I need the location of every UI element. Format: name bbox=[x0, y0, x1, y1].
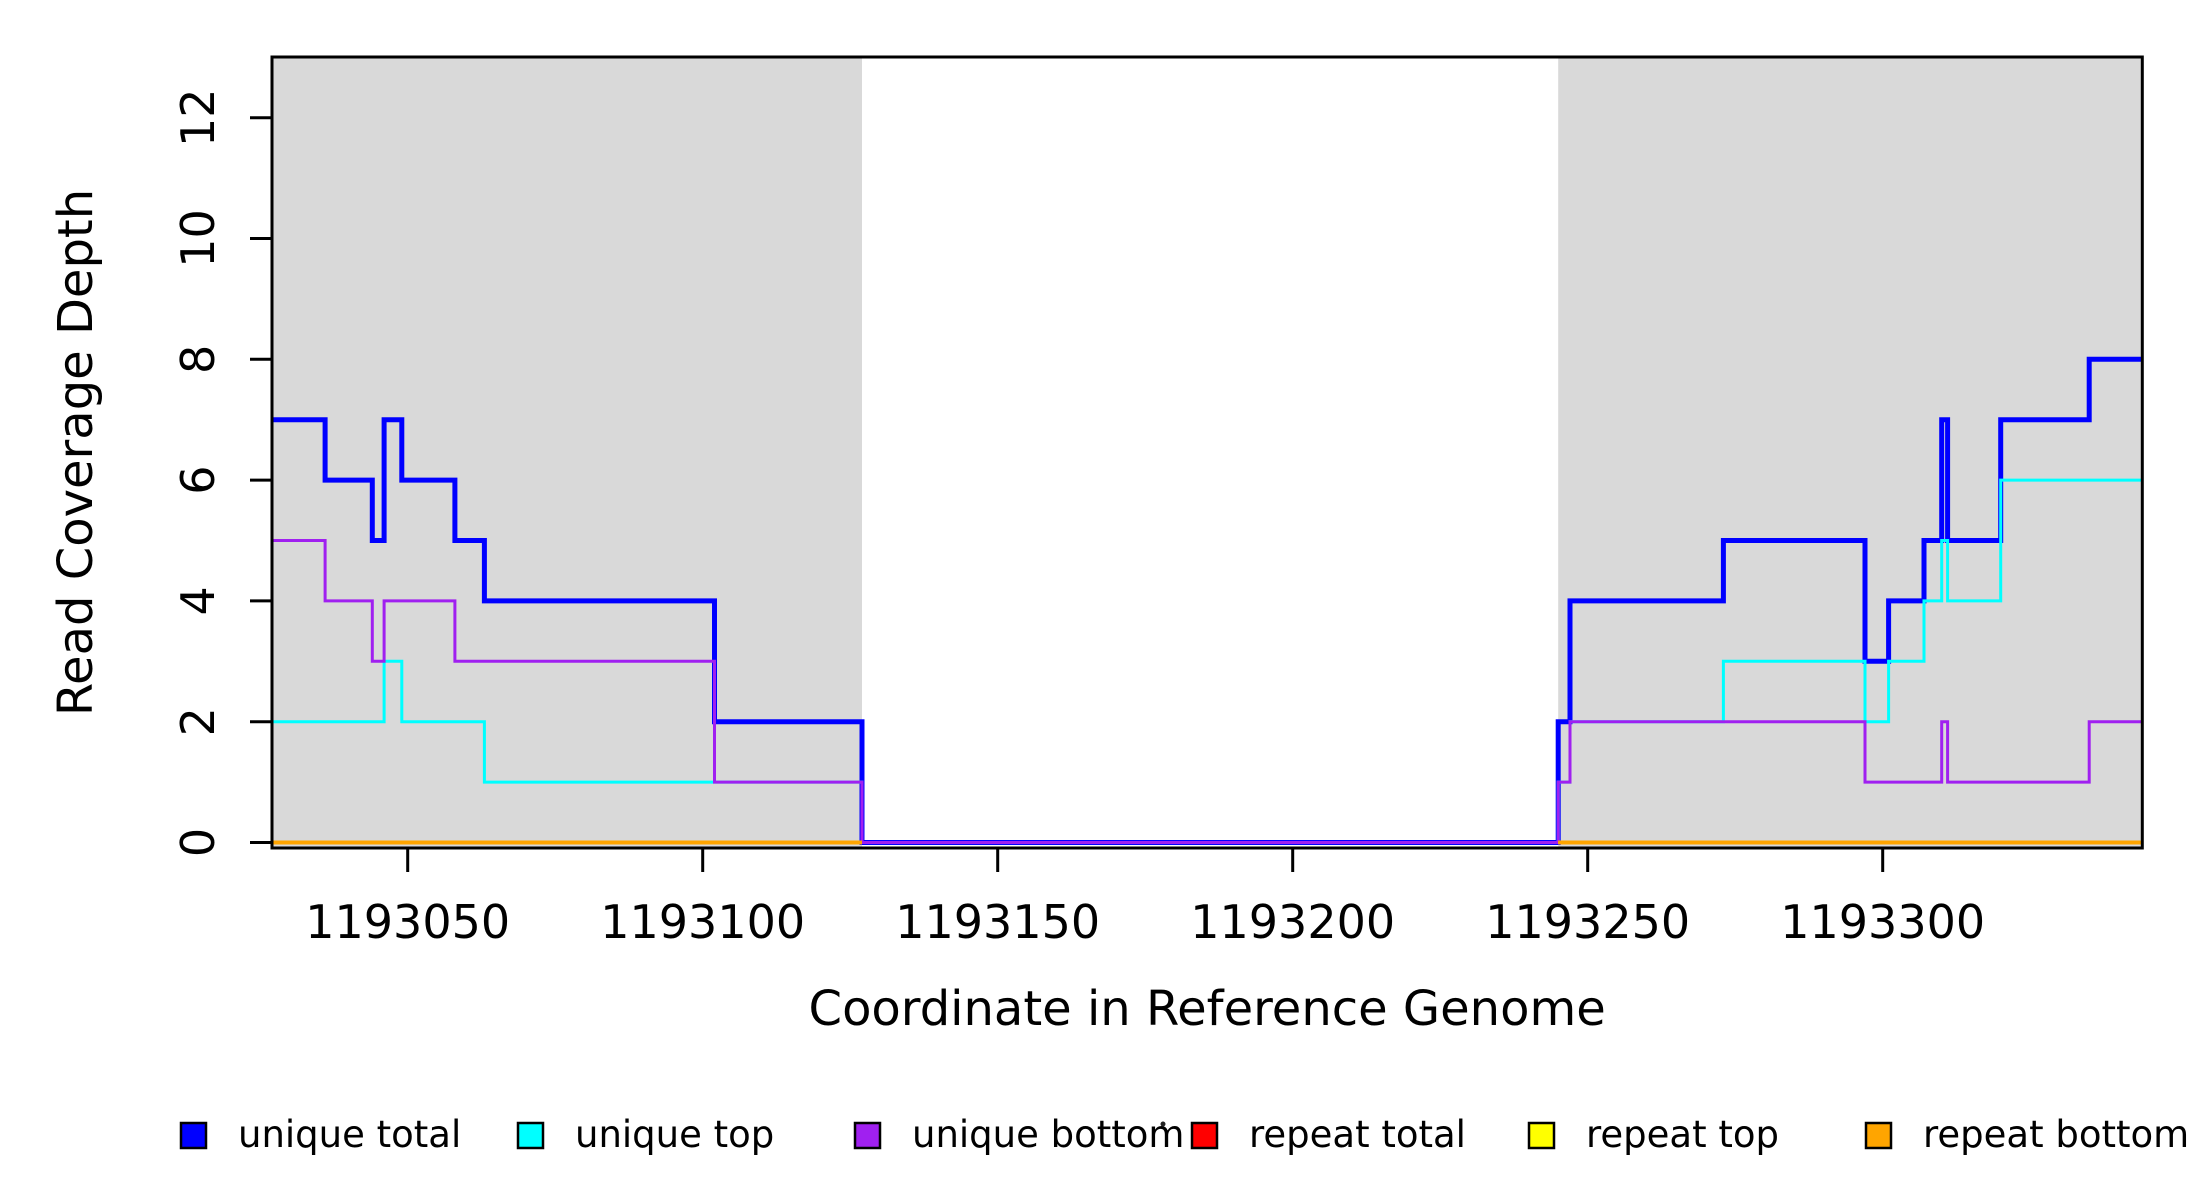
x-axis-title: Coordinate in Reference Genome bbox=[809, 981, 1606, 1037]
legend-label-repeat-total: repeat total bbox=[1249, 1113, 1466, 1156]
y-tick-label: 6 bbox=[171, 465, 225, 494]
x-tick-label: 1193300 bbox=[1780, 895, 1985, 949]
legend-label-repeat-bottom: repeat bottom bbox=[1923, 1113, 2189, 1156]
legend-label-repeat-top: repeat top bbox=[1586, 1113, 1779, 1156]
legend-swatch-unique-bottom bbox=[853, 1121, 882, 1150]
x-tick-label: 1193100 bbox=[600, 895, 805, 949]
legend-swatch-repeat-bottom bbox=[1864, 1121, 1893, 1150]
shaded-region-left bbox=[272, 57, 862, 848]
series-line-unique-bottom bbox=[272, 539, 2143, 844]
legend-swatch-unique-total bbox=[179, 1121, 208, 1150]
series-line-unique-total bbox=[272, 356, 2143, 845]
legend-label-unique-bottom: unique bottom bbox=[912, 1113, 1184, 1156]
y-tick-label: 8 bbox=[171, 345, 225, 374]
legend-swatch-repeat-total bbox=[1190, 1121, 1219, 1150]
stray-dot bbox=[1160, 1121, 1166, 1127]
x-tick-label: 1193050 bbox=[305, 895, 510, 949]
legend-swatch-unique-top bbox=[516, 1121, 545, 1150]
series-line-unique-top bbox=[272, 478, 2143, 844]
y-tick-label: 2 bbox=[171, 707, 225, 736]
x-tick-label: 1193250 bbox=[1485, 895, 1690, 949]
legend-swatch-repeat-top bbox=[1527, 1121, 1556, 1150]
y-axis-title: Read Coverage Depth bbox=[48, 189, 104, 716]
legend-label-unique-total: unique total bbox=[238, 1113, 461, 1156]
y-tick-label: 12 bbox=[171, 88, 225, 147]
y-tick-label: 0 bbox=[171, 828, 225, 857]
x-tick-label: 1193150 bbox=[895, 895, 1100, 949]
x-tick-label: 1193200 bbox=[1190, 895, 1395, 949]
shaded-region-right bbox=[1558, 57, 2143, 848]
y-tick-label: 10 bbox=[171, 209, 225, 268]
plot-border bbox=[270, 55, 2144, 850]
legend-label-unique-top: unique top bbox=[575, 1113, 774, 1156]
y-tick-label: 4 bbox=[171, 586, 225, 615]
